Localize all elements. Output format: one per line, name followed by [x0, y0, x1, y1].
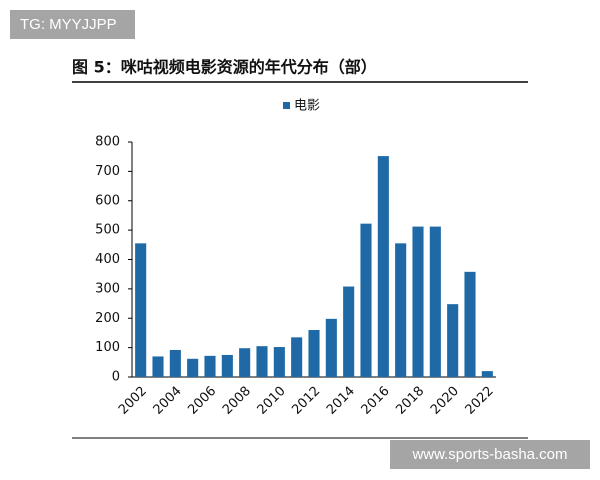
bar [187, 358, 199, 377]
bar [360, 223, 372, 377]
y-tick-label: 400 [95, 252, 120, 267]
x-tick-label: 2010 [255, 384, 289, 418]
x-tick-label: 2014 [324, 384, 358, 418]
x-tick-label: 2022 [463, 384, 497, 418]
bar [377, 156, 389, 377]
watermark: www.sports-basha.com [390, 440, 590, 469]
y-tick-label: 600 [95, 193, 120, 208]
x-tick-label: 2018 [393, 384, 427, 418]
y-tick-label: 700 [95, 164, 120, 179]
bar [221, 354, 233, 377]
bar [204, 355, 216, 377]
bar [273, 347, 285, 377]
legend-swatch [283, 102, 290, 109]
bar [256, 346, 268, 377]
bar [135, 243, 147, 377]
x-tick-label: 2008 [220, 384, 254, 418]
y-tick-label: 100 [95, 340, 120, 355]
y-tick-label: 0 [112, 370, 120, 385]
bar [291, 337, 303, 377]
bar [343, 286, 355, 377]
bar [325, 318, 337, 377]
x-tick-label: 2016 [359, 384, 393, 418]
bar [429, 226, 441, 377]
bar [239, 348, 251, 377]
bar [481, 371, 493, 377]
bar [464, 271, 476, 377]
y-tick-label: 200 [95, 311, 120, 326]
x-tick-label: 2004 [151, 384, 185, 418]
bar [447, 304, 459, 377]
bar [395, 243, 407, 377]
x-tick-label: 2002 [116, 384, 150, 418]
y-tick-label: 500 [95, 223, 120, 238]
x-tick-label: 2020 [428, 384, 462, 418]
watermark: TG: MYYJJPP [10, 10, 135, 39]
legend-label: 电影 [294, 99, 320, 114]
chart-title: 图 5：咪咕视频电影资源的年代分布（部） [72, 58, 377, 77]
y-tick-label: 800 [95, 135, 120, 150]
bar [412, 226, 424, 377]
x-tick-label: 2006 [185, 384, 219, 418]
bar [152, 356, 164, 377]
bar [169, 349, 181, 377]
y-tick-label: 300 [95, 281, 120, 296]
bar [308, 330, 320, 377]
x-tick-label: 2012 [289, 384, 323, 418]
